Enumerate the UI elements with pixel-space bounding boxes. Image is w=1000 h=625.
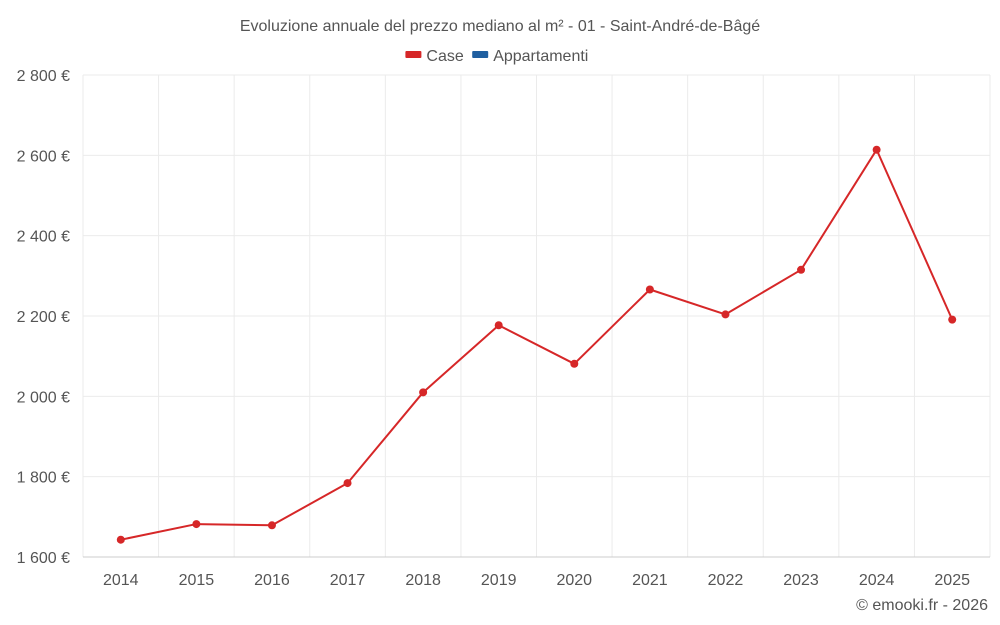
data-point (267, 521, 276, 530)
x-tick-label: 2022 (708, 572, 744, 589)
x-tick-label: 2025 (934, 572, 970, 589)
x-tick-label: 2016 (254, 572, 290, 589)
series-line-case (120, 148, 954, 541)
data-point (192, 520, 201, 529)
y-tick-label: 2 800 € (17, 68, 70, 85)
y-tick-label: 1 800 € (17, 470, 70, 487)
legend-label: Case (426, 48, 463, 65)
data-point (872, 145, 881, 154)
x-tick-label: 2024 (859, 572, 895, 589)
y-tick-label: 2 400 € (17, 229, 70, 246)
credit-text: © emooki.fr - 2026 (856, 597, 988, 614)
y-axis: 1 600 € 1 800 € 2 000 € 2 200 € 2 400 € 2 600… (17, 68, 70, 567)
x-tick-label: 2018 (405, 572, 441, 589)
x-tick-label: 2020 (556, 572, 592, 589)
x-tick-label: 2021 (632, 572, 668, 589)
x-tick-label: 2017 (330, 572, 366, 589)
legend-item-case: Case (405, 48, 464, 65)
data-point (721, 310, 730, 319)
chart-title: Evoluzione annuale del prezzo mediano al… (240, 18, 760, 35)
data-point (343, 479, 352, 488)
data-point (948, 315, 957, 324)
y-tick-label: 2 600 € (17, 148, 70, 165)
series (116, 145, 957, 544)
legend-swatch (405, 51, 422, 58)
x-tick-label: 2023 (783, 572, 819, 589)
x-axis: 2014 2015 2016 2017 2018 2019 2020 2021 2022 2023… (83, 556, 990, 589)
legend-label: Appartamenti (493, 48, 588, 65)
legend-item-appartamenti: Appartamenti (472, 48, 588, 65)
data-point (797, 265, 806, 274)
legend-swatch (472, 51, 489, 58)
data-point (570, 359, 579, 368)
y-tick-label: 1 600 € (17, 550, 70, 567)
data-point (419, 388, 428, 397)
data-point (116, 535, 125, 544)
x-tick-label: 2019 (481, 572, 517, 589)
x-tick-label: 2015 (179, 572, 215, 589)
y-tick-label: 2 200 € (17, 309, 70, 326)
y-tick-label: 2 000 € (17, 389, 70, 406)
data-point (494, 321, 503, 330)
x-tick-label: 2014 (103, 572, 139, 589)
grid (82, 74, 991, 558)
data-point (645, 285, 654, 294)
legend: Case Appartamenti (405, 48, 588, 65)
